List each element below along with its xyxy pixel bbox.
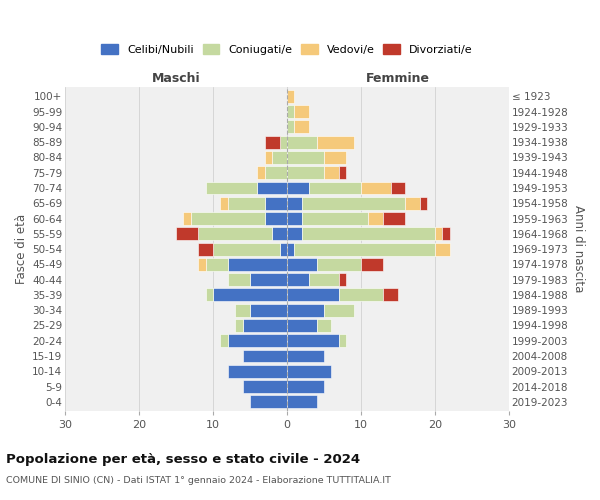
Bar (295, 242, 435, 256)
Bar (287, 151, 324, 164)
Bar (302, 228, 435, 240)
Bar (265, 151, 272, 164)
Bar (280, 136, 287, 148)
Bar (383, 288, 398, 302)
Bar (265, 166, 287, 179)
Y-axis label: Anni di nascita: Anni di nascita (572, 206, 585, 293)
Bar (176, 228, 198, 240)
Bar (287, 212, 302, 225)
Bar (287, 228, 302, 240)
Bar (206, 258, 228, 271)
Bar (295, 120, 309, 134)
Bar (250, 273, 287, 286)
Bar (287, 319, 317, 332)
Bar (206, 288, 213, 302)
Bar (287, 258, 317, 271)
Text: Maschi: Maschi (152, 72, 200, 85)
Bar (272, 151, 287, 164)
Bar (339, 166, 346, 179)
Bar (339, 288, 383, 302)
Bar (324, 304, 353, 316)
Bar (265, 197, 287, 210)
Bar (317, 258, 361, 271)
Bar (405, 197, 420, 210)
Bar (257, 166, 265, 179)
Bar (213, 242, 280, 256)
Bar (250, 396, 287, 408)
Bar (302, 197, 405, 210)
Bar (435, 228, 442, 240)
Bar (287, 105, 295, 118)
Bar (265, 136, 280, 148)
Bar (198, 258, 206, 271)
Bar (250, 304, 287, 316)
Bar (242, 350, 287, 362)
Bar (361, 258, 383, 271)
Bar (339, 273, 346, 286)
Bar (287, 304, 324, 316)
Bar (383, 212, 405, 225)
Bar (287, 380, 324, 393)
Bar (206, 182, 257, 194)
Bar (242, 319, 287, 332)
Bar (309, 182, 361, 194)
Bar (287, 197, 302, 210)
Bar (420, 197, 427, 210)
Bar (435, 242, 449, 256)
Bar (368, 212, 383, 225)
Bar (220, 334, 228, 347)
Bar (242, 380, 287, 393)
Bar (257, 182, 287, 194)
Bar (339, 334, 346, 347)
Bar (302, 212, 368, 225)
Bar (272, 228, 287, 240)
Bar (361, 182, 391, 194)
Bar (287, 396, 317, 408)
Bar (287, 182, 309, 194)
Bar (287, 120, 295, 134)
Bar (228, 273, 250, 286)
Y-axis label: Fasce di età: Fasce di età (15, 214, 28, 284)
Text: Popolazione per età, sesso e stato civile - 2024: Popolazione per età, sesso e stato civil… (6, 452, 360, 466)
Bar (287, 90, 295, 103)
Bar (287, 136, 317, 148)
Bar (324, 151, 346, 164)
Text: COMUNE DI SINIO (CN) - Dati ISTAT 1° gennaio 2024 - Elaborazione TUTTITALIA.IT: COMUNE DI SINIO (CN) - Dati ISTAT 1° gen… (6, 476, 391, 485)
Bar (287, 350, 324, 362)
Bar (287, 288, 339, 302)
Bar (295, 105, 309, 118)
Bar (317, 319, 331, 332)
Bar (391, 182, 405, 194)
Bar (287, 365, 331, 378)
Bar (287, 273, 309, 286)
Bar (213, 288, 287, 302)
Bar (265, 212, 287, 225)
Bar (280, 242, 287, 256)
Text: Femmine: Femmine (366, 72, 430, 85)
Bar (324, 166, 339, 179)
Bar (287, 242, 295, 256)
Bar (198, 242, 213, 256)
Bar (228, 258, 287, 271)
Bar (309, 273, 339, 286)
Bar (235, 319, 242, 332)
Bar (228, 334, 287, 347)
Bar (191, 212, 265, 225)
Bar (287, 334, 339, 347)
Bar (317, 136, 353, 148)
Bar (228, 365, 287, 378)
Bar (220, 197, 228, 210)
Bar (198, 228, 272, 240)
Legend: Celibi/Nubili, Coniugati/e, Vedovi/e, Divorziati/e: Celibi/Nubili, Coniugati/e, Vedovi/e, Di… (101, 44, 473, 55)
Bar (184, 212, 191, 225)
Bar (235, 304, 250, 316)
Bar (442, 228, 449, 240)
Bar (228, 197, 265, 210)
Bar (287, 166, 324, 179)
